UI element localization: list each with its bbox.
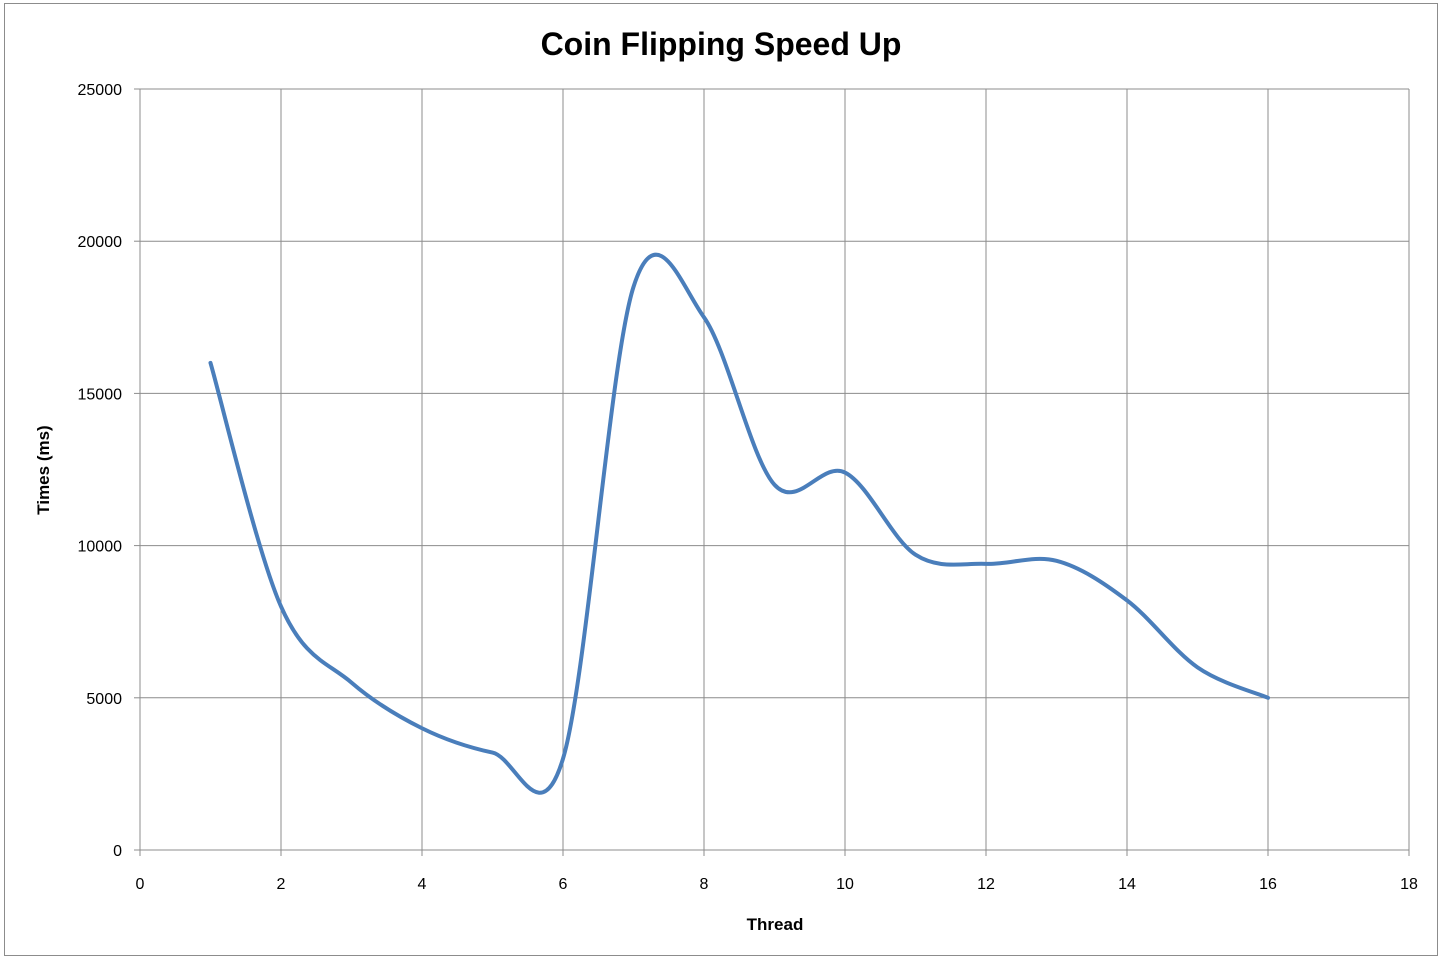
x-tick-label-0: 0 bbox=[136, 876, 145, 893]
x-tick-label-14: 14 bbox=[1118, 876, 1136, 893]
x-axis-title: Thread bbox=[747, 915, 804, 934]
chart-title: Coin Flipping Speed Up bbox=[541, 26, 902, 62]
x-tick-label-8: 8 bbox=[700, 876, 709, 893]
y-tick-label-5000: 5000 bbox=[86, 691, 122, 708]
x-tick-label-4: 4 bbox=[418, 876, 427, 893]
series-layer bbox=[208, 252, 1270, 795]
x-tick-label-2: 2 bbox=[277, 876, 286, 893]
x-tick-label-16: 16 bbox=[1259, 876, 1277, 893]
axis-layer bbox=[134, 88, 1410, 856]
series-line-0 bbox=[208, 252, 1270, 795]
tick-labels: 0 2 4 6 8 10 12 14 16 18 0 5000 10000 15000 20000 25000 bbox=[78, 82, 1419, 893]
y-tick-label-15000: 15000 bbox=[78, 386, 123, 403]
grid-layer bbox=[140, 88, 1410, 850]
y-tick-label-0: 0 bbox=[113, 843, 122, 860]
x-tick-label-6: 6 bbox=[559, 876, 568, 893]
x-tick-label-12: 12 bbox=[977, 876, 995, 893]
x-tick-label-18: 18 bbox=[1400, 876, 1418, 893]
y-tick-label-10000: 10000 bbox=[78, 539, 123, 556]
y-axis-title: Times (ms) bbox=[34, 425, 53, 514]
x-tick-label-10: 10 bbox=[836, 876, 854, 893]
y-tick-label-20000: 20000 bbox=[78, 234, 123, 251]
y-tick-label-25000: 25000 bbox=[78, 82, 123, 99]
